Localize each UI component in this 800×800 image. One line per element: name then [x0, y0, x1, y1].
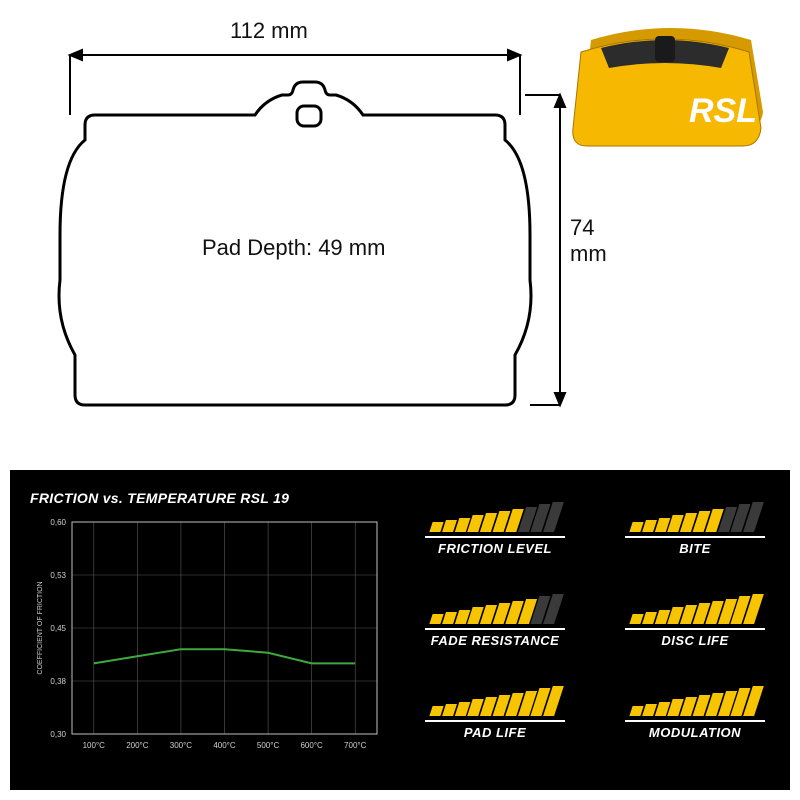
- rating-bars: [410, 684, 580, 716]
- svg-text:300°C: 300°C: [170, 741, 193, 750]
- rating-bite: BITE: [610, 500, 780, 558]
- height-dimension-label: 74 mm: [570, 215, 607, 267]
- product-logo-text: RSL: [689, 92, 757, 130]
- rating-bars: [410, 592, 580, 624]
- rating-bars: [610, 684, 780, 716]
- specs-panel: FRICTION vs. TEMPERATURE RSL 19 0,30 0,38…: [10, 470, 790, 790]
- rating-label: DISC LIFE: [625, 628, 765, 648]
- svg-text:0,30: 0,30: [50, 730, 66, 739]
- rating-label: BITE: [625, 536, 765, 556]
- rating-modulation: MODULATION: [610, 684, 780, 742]
- chart-title: FRICTION vs. TEMPERATURE RSL 19: [30, 490, 385, 506]
- svg-text:500°C: 500°C: [257, 741, 280, 750]
- rating-bars: [610, 592, 780, 624]
- rating-label: FRICTION LEVEL: [425, 536, 565, 556]
- rating-disc-life: DISC LIFE: [610, 592, 780, 650]
- product-svg: RSL: [565, 10, 780, 160]
- svg-text:100°C: 100°C: [83, 741, 106, 750]
- ratings-row: PAD LIFE MODULATION: [410, 684, 780, 742]
- rating-label: FADE RESISTANCE: [425, 628, 565, 648]
- svg-text:400°C: 400°C: [213, 741, 236, 750]
- svg-text:700°C: 700°C: [344, 741, 367, 750]
- ratings-grid: FRICTION LEVEL BITE FADE RESISTANCE DISC LI…: [410, 500, 780, 776]
- width-dimension-label: 112 mm: [230, 18, 308, 44]
- product-photo: RSL: [565, 10, 780, 160]
- chart-svg: 0,30 0,38 0,45 0,53 0,60 100°C 200°C 300°C 400°C…: [30, 512, 385, 762]
- svg-text:COEFFICIENT OF FRICTION: COEFFICIENT OF FRICTION: [37, 581, 44, 674]
- rating-label: MODULATION: [625, 720, 765, 740]
- svg-text:200°C: 200°C: [126, 741, 149, 750]
- svg-text:0,38: 0,38: [50, 677, 66, 686]
- brake-pad-outline-svg: [30, 10, 590, 440]
- technical-drawing: 112 mm 74 mm Pad Depth: 49 mm: [30, 10, 580, 430]
- pad-depth-label: Pad Depth: 49 mm: [202, 235, 385, 261]
- svg-text:600°C: 600°C: [300, 741, 323, 750]
- svg-text:0,60: 0,60: [50, 518, 66, 527]
- svg-text:0,45: 0,45: [50, 624, 66, 633]
- ratings-row: FRICTION LEVEL BITE: [410, 500, 780, 558]
- svg-text:0,53: 0,53: [50, 571, 66, 580]
- ratings-row: FADE RESISTANCE DISC LIFE: [410, 592, 780, 650]
- rating-bars: [410, 500, 580, 532]
- rating-label: PAD LIFE: [425, 720, 565, 740]
- friction-chart: FRICTION vs. TEMPERATURE RSL 19 0,30 0,38…: [30, 490, 385, 770]
- rating-friction-level: FRICTION LEVEL: [410, 500, 580, 558]
- rating-bars: [610, 500, 780, 532]
- rating-fade-resistance: FADE RESISTANCE: [410, 592, 580, 650]
- rating-pad-life: PAD LIFE: [410, 684, 580, 742]
